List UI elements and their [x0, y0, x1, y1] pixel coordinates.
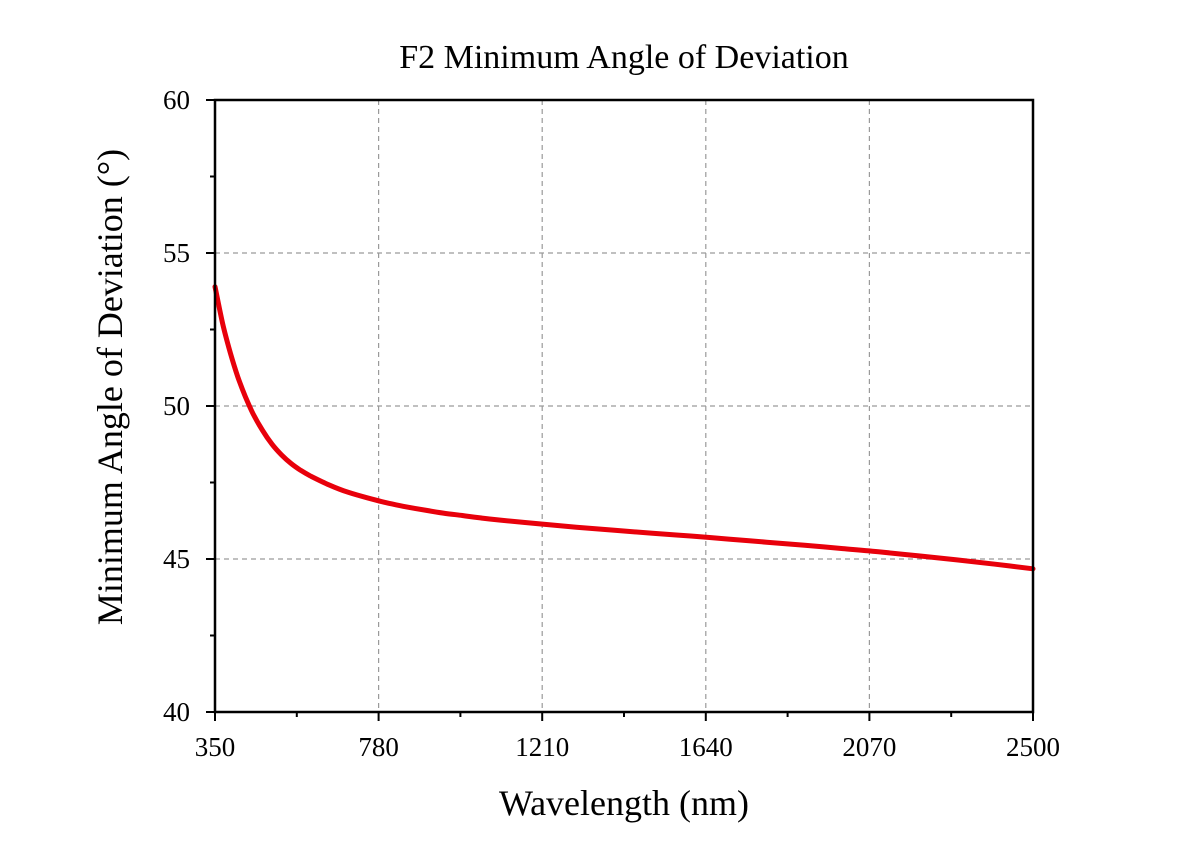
x-tick-labels: 350 780 1210 1640 2070 2500 [195, 732, 1060, 762]
y-tick-label: 55 [163, 238, 190, 268]
x-tick-label: 2500 [1006, 732, 1060, 762]
series-layer [212, 284, 1036, 572]
chart-title: F2 Minimum Angle of Deviation [399, 39, 849, 76]
x-tick-label: 1210 [515, 732, 569, 762]
x-tick-label: 780 [358, 732, 399, 762]
x-tick-label: 350 [195, 732, 236, 762]
x-tick-label: 1640 [679, 732, 733, 762]
y-tick-labels: 40 45 50 55 60 [163, 85, 190, 727]
x-axis-label: Wavelength (nm) [499, 783, 749, 823]
x-tick-label: 2070 [842, 732, 896, 762]
grid [215, 100, 1033, 712]
y-tick-label: 40 [163, 697, 190, 727]
series-line [212, 284, 1036, 572]
y-tick-label: 60 [163, 85, 190, 115]
ticks [206, 99, 1034, 721]
y-tick-label: 45 [163, 544, 190, 574]
y-tick-label: 50 [163, 391, 190, 421]
y-axis-label: Minimum Angle of Deviation (°) [90, 149, 130, 625]
